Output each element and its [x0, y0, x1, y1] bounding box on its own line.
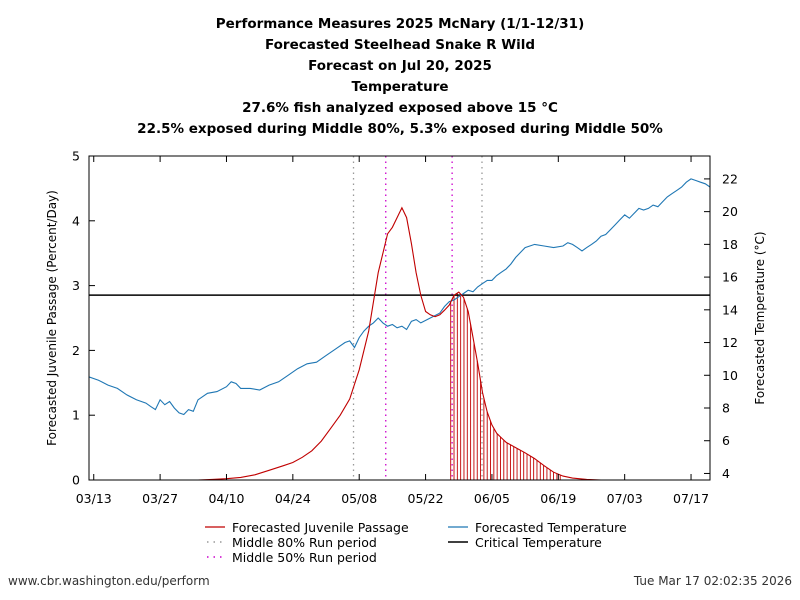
left-y-tick-label: 2	[72, 343, 80, 358]
chart-titles: Performance Measures 2025 McNary (1/1-12…	[137, 16, 663, 137]
right-y-tick-label: 4	[722, 466, 730, 481]
chart-title-line-2: Forecasted Steelhead Snake R Wild	[265, 37, 535, 53]
x-tick-label: 05/22	[408, 491, 444, 506]
footer-timestamp: Tue Mar 17 02:02:35 2026	[633, 574, 792, 588]
left-y-tick-label: 3	[72, 278, 80, 293]
right-y-tick-label: 20	[722, 204, 738, 219]
legend: Forecasted Juvenile Passage Forecasted Te…	[205, 520, 627, 565]
legend-label-2: Forecasted Temperature	[475, 520, 627, 535]
right-y-tick-label: 10	[722, 368, 738, 383]
chart-title-line-4: Temperature	[351, 79, 448, 95]
x-tick-label: 04/24	[275, 491, 311, 506]
x-tick-label: 03/27	[142, 491, 178, 506]
temperature-series-line	[89, 178, 710, 416]
x-tick-label: 05/08	[341, 491, 377, 506]
right-y-tick-label: 16	[722, 270, 738, 285]
chart-title-line-1: Performance Measures 2025 McNary (1/1-12…	[216, 16, 585, 32]
left-axis-label: Forecasted Juvenile Passage (Percent/Day…	[45, 190, 59, 446]
right-axis-label: Forecasted Temperature (°C)	[753, 231, 767, 404]
chart-title-line-6: 22.5% exposed during Middle 80%, 5.3% ex…	[137, 121, 663, 137]
left-y-tick-label: 4	[72, 213, 80, 228]
plot-frame	[88, 155, 711, 481]
right-y-tick-label: 22	[722, 171, 738, 186]
x-tick-label: 03/13	[76, 491, 112, 506]
x-tick-label: 06/19	[540, 491, 576, 506]
footer-url: www.cbr.washington.edu/perform	[8, 574, 210, 588]
left-y-tick-label: 1	[72, 408, 80, 423]
left-y-tick-label: 0	[72, 473, 80, 488]
x-tick-label: 07/17	[673, 491, 709, 506]
right-y-tick-label: 12	[722, 335, 738, 350]
right-y-tick-label: 18	[722, 237, 738, 252]
x-tick-label: 06/05	[474, 491, 510, 506]
chart-title-line-5: 27.6% fish analyzed exposed above 15 °C	[242, 100, 558, 116]
passage-series-line	[89, 206, 710, 480]
x-tick-label: 07/03	[607, 491, 643, 506]
legend-label-3: Middle 80% Run period	[232, 535, 377, 550]
x-tick-label: 04/10	[208, 491, 244, 506]
right-y-tick-label: 14	[722, 302, 738, 317]
right-y-tick-label: 8	[722, 401, 730, 416]
chart-title-line-3: Forecast on Jul 20, 2025	[308, 58, 492, 74]
left-y-tick-label: 5	[72, 149, 80, 164]
exposure-hatching	[450, 293, 561, 480]
legend-label-4: Critical Temperature	[475, 535, 602, 550]
legend-label-5: Middle 50% Run period	[232, 550, 377, 565]
right-y-tick-label: 6	[722, 433, 730, 448]
legend-label-1: Forecasted Juvenile Passage	[232, 520, 409, 535]
